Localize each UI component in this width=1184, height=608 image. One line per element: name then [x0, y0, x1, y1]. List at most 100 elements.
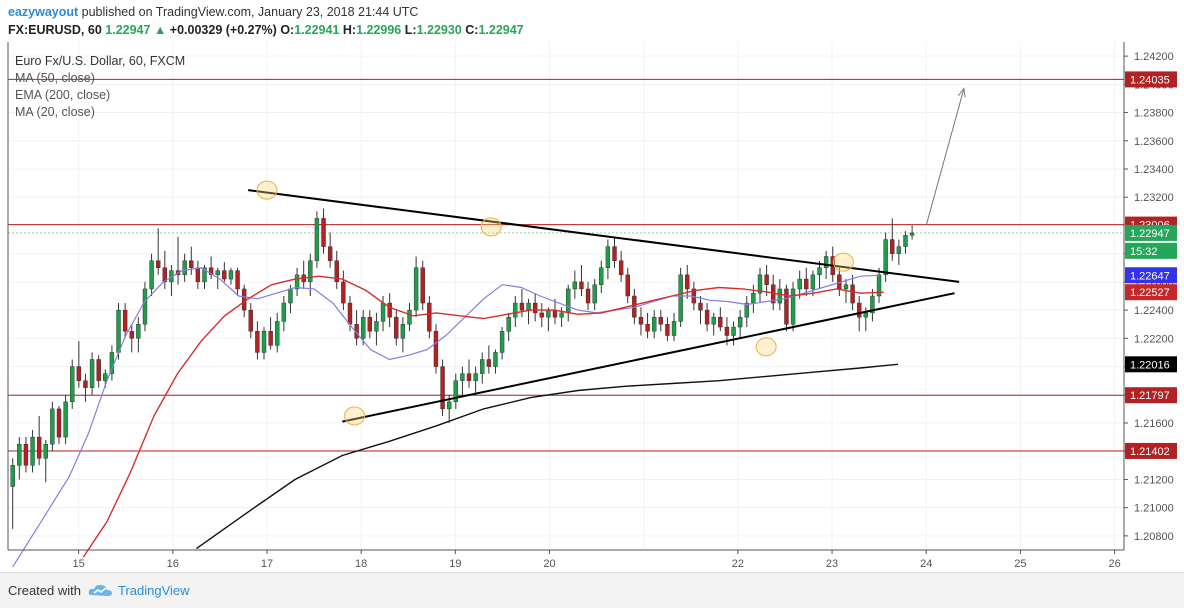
candle-body: [314, 218, 320, 261]
price-tag-label: 1.22016: [1130, 359, 1170, 371]
candle-body: [665, 324, 670, 336]
level-price-label: 1.21402: [1130, 446, 1170, 458]
candle-body: [625, 274, 630, 297]
candle-body: [718, 316, 723, 328]
y-tick-label: 1.21600: [1134, 418, 1174, 430]
touch-point-marker: [832, 252, 854, 272]
candle-body: [804, 278, 809, 290]
candle-body: [592, 284, 597, 304]
candle-body: [777, 288, 783, 304]
candle-body: [618, 260, 624, 276]
candle-body: [513, 302, 518, 318]
candle-body: [43, 443, 48, 459]
candle-body: [281, 302, 287, 322]
candle-body: [407, 309, 412, 325]
candle-body: [473, 373, 478, 381]
candle-body: [532, 302, 538, 314]
candle-body: [671, 321, 677, 336]
candle-body: [116, 309, 121, 353]
price-tag-label: 1.22527: [1130, 287, 1170, 299]
y-tick-label: 1.24200: [1134, 51, 1174, 63]
author-link[interactable]: eazywayout: [8, 5, 79, 19]
candle-body: [546, 309, 551, 318]
candle-body: [261, 331, 267, 353]
candle-body: [685, 274, 690, 290]
ema200-line: [195, 363, 899, 550]
quote-line: FX:EURUSD, 60 1.22947 ▲ +0.00329 (+0.27%…: [8, 23, 524, 37]
candle-body: [195, 267, 201, 283]
candle-body: [427, 302, 432, 332]
candle-body: [103, 373, 108, 381]
candle-body: [149, 260, 154, 290]
candle-body: [294, 274, 300, 290]
candle-body: [189, 260, 194, 268]
candle-body: [215, 270, 220, 276]
price-tag-label: 1.22947: [1130, 228, 1170, 240]
candle-body: [797, 278, 802, 290]
candle-body: [585, 288, 591, 304]
open-value: 1.22941: [294, 23, 340, 37]
candle-body: [757, 274, 763, 294]
moving-averages-layer: [12, 267, 884, 568]
candle-body: [182, 260, 187, 276]
high-label: H:: [342, 23, 357, 37]
candles-layer: [10, 208, 915, 529]
x-tick-label: 16: [167, 558, 179, 570]
trendline-upper: [248, 189, 960, 283]
candle-body: [698, 302, 703, 311]
candle-body: [380, 302, 386, 322]
candle-body: [109, 352, 115, 374]
candle-body: [843, 284, 849, 290]
y-tick-label: 1.20800: [1134, 531, 1174, 543]
candle-body: [288, 288, 293, 304]
level-price-label: 1.21797: [1130, 390, 1170, 402]
candle-body: [711, 316, 716, 325]
candle-body: [810, 274, 816, 290]
y-tick-label: 1.21000: [1134, 503, 1174, 515]
created-with-label: Created with: [8, 583, 81, 598]
projection-arrow-head: [957, 87, 966, 98]
y-tick-label: 1.23200: [1134, 192, 1174, 204]
tradingview-link[interactable]: TradingView: [118, 583, 190, 598]
candle-body: [23, 443, 29, 466]
candle-body: [446, 401, 452, 410]
ema200-layer: [195, 363, 899, 550]
candle-body: [440, 366, 445, 410]
chart-legend: Euro Fx/U.S. Dollar, 60, FXCM MA (50, cl…: [15, 53, 185, 121]
price-tag: [1125, 284, 1177, 301]
candle-body: [526, 302, 531, 311]
candle-body: [63, 401, 68, 438]
trendlines-layer: [248, 87, 966, 426]
ma20-line: [82, 275, 884, 558]
legend-item-ma50[interactable]: MA (50, close): [15, 71, 95, 85]
candle-body: [599, 267, 604, 285]
legend-item-ma20[interactable]: MA (20, close): [15, 105, 95, 119]
x-tick-label: 26: [1108, 558, 1120, 570]
candle-body: [122, 309, 128, 332]
footer: Created with TradingView: [0, 572, 1184, 608]
candle-body: [612, 246, 617, 261]
x-tick-label: 18: [355, 558, 367, 570]
candle-body: [731, 326, 736, 336]
legend-item-ema200[interactable]: EMA (200, close): [15, 88, 111, 102]
candle-body: [56, 408, 62, 438]
x-tick-label: 19: [449, 558, 461, 570]
candle-body: [129, 331, 134, 339]
touch-point-marker: [256, 180, 278, 200]
candle-body: [896, 246, 902, 254]
candle-body: [658, 316, 663, 325]
low-value: 1.22930: [416, 23, 462, 37]
level-price-tag: [1125, 442, 1177, 459]
candle-body: [493, 352, 498, 367]
price-chart[interactable]: 1.208001.210001.212001.214001.216001.218…: [0, 42, 1184, 572]
tradingview-cloud-icon: [88, 584, 112, 596]
y-tick-label: 1.23800: [1134, 108, 1174, 120]
candle-body: [817, 267, 822, 276]
chart-header: eazywayout published on TradingView.com,…: [0, 0, 1184, 42]
candle-body: [857, 302, 862, 318]
candle-body: [870, 295, 875, 314]
x-tick-label: 22: [732, 558, 744, 570]
x-tick-label: 24: [920, 558, 932, 570]
candle-body: [704, 309, 710, 325]
close-label: C:: [465, 23, 479, 37]
